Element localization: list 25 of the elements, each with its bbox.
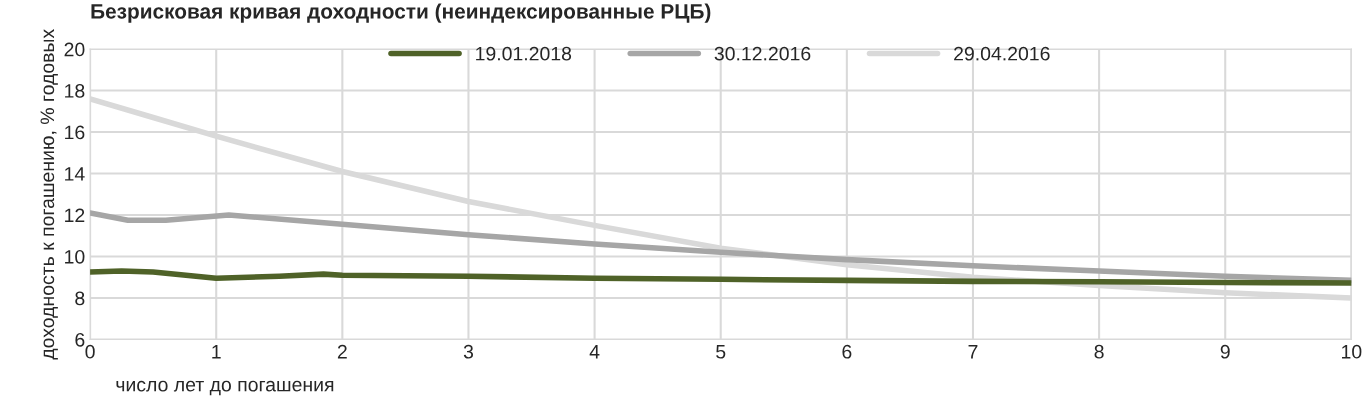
y-axis-title: доходность к погашению, % годовых (40, 29, 58, 360)
x-tick-label: 8 (1094, 344, 1104, 359)
y-tick-label: 6 (75, 332, 85, 347)
y-tick-label: 20 (64, 42, 85, 57)
x-tick-label: 0 (85, 344, 95, 359)
x-tick-label: 6 (842, 344, 852, 359)
x-tick-label: 3 (463, 344, 474, 359)
x-tick-label: 4 (589, 345, 600, 359)
legend-label: 19.01.2018 (476, 46, 572, 61)
x-tick-label: 10 (1342, 344, 1362, 359)
legend-label: 30.12.2016 (714, 46, 811, 61)
x-tick-label: 5 (716, 345, 726, 359)
y-tick-label: 10 (65, 249, 85, 264)
x-tick-label: 7 (968, 345, 978, 359)
x-axis-title: число лет до погашения (116, 380, 334, 396)
y-tick-label: 14 (65, 167, 85, 181)
x-tick-label: 9 (1220, 344, 1230, 359)
y-tick-label: 16 (65, 125, 85, 140)
y-tick-label: 8 (75, 291, 85, 306)
x-tick-label: 2 (337, 344, 347, 359)
x-tick-label: 1 (212, 345, 221, 359)
legend-label: 29.04.2016 (954, 46, 1050, 61)
chart-title: Безрисковая кривая доходности (неиндексированные РЦБ) (91, 3, 711, 23)
y-tick-label: 18 (65, 84, 85, 98)
y-tick-label: 12 (65, 208, 85, 223)
